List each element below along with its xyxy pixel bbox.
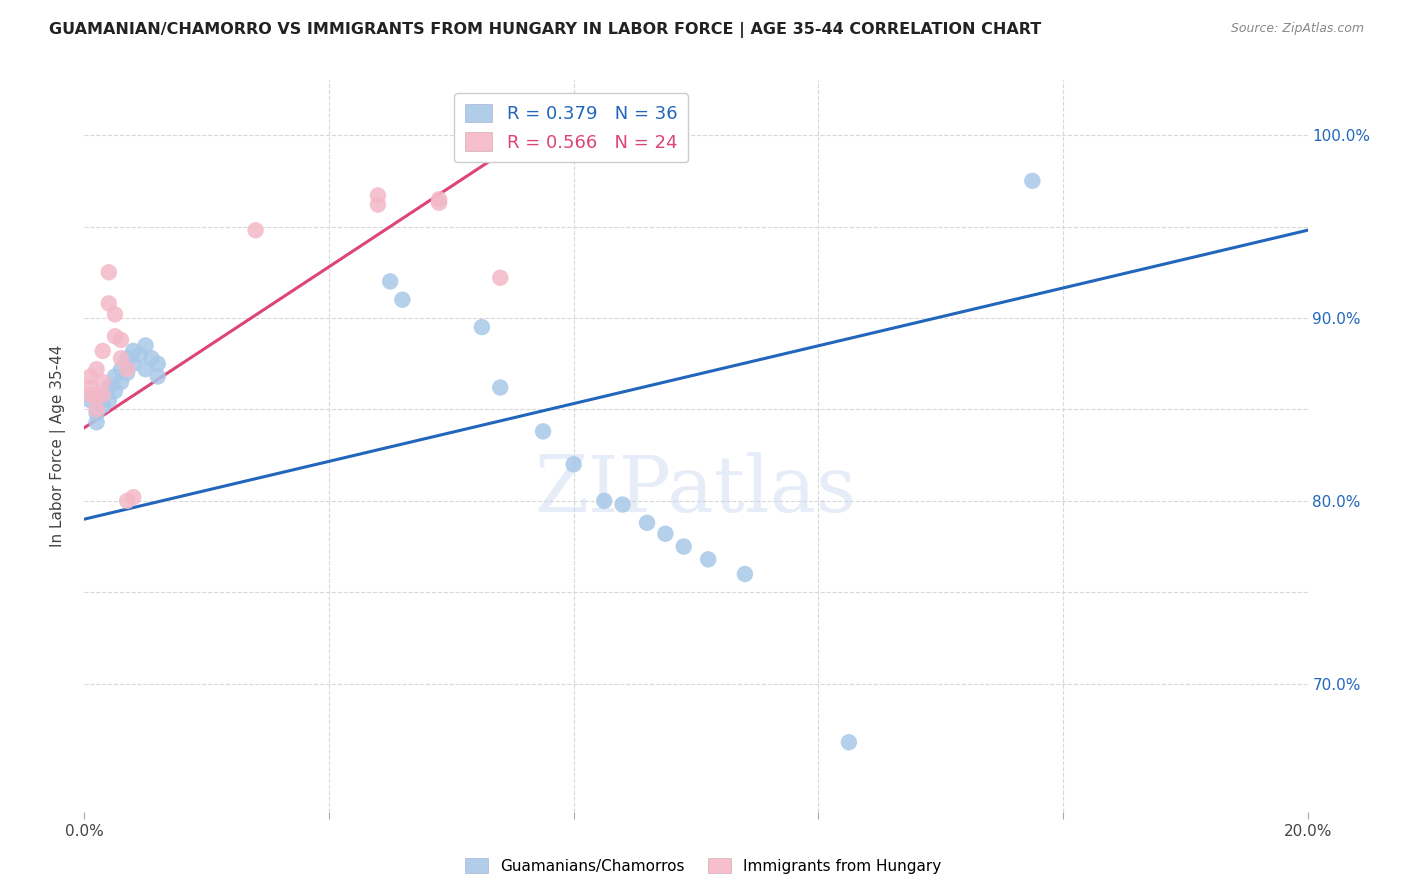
Point [97,393,120,408]
Point [128,347,150,362]
Point [91,343,114,358]
Point [367,197,389,211]
Y-axis label: In Labor Force | Age 35-44: In Labor Force | Age 35-44 [49,345,66,547]
Point [91,375,114,389]
Point [91,399,114,413]
Point [104,369,127,384]
Point [110,362,132,376]
Point [115,362,138,376]
Point [636,516,658,530]
Point [110,375,132,389]
Point [97,380,120,394]
Point [593,493,616,508]
Point [91,388,114,402]
Point [427,192,450,206]
Point [97,265,120,279]
Point [734,567,756,582]
Point [135,362,157,376]
Point [86,406,108,420]
Point [380,274,402,288]
Point [86,362,108,376]
Point [110,351,132,366]
Point [471,320,494,334]
Point [104,307,127,321]
Point [146,369,169,384]
Point [86,402,108,417]
Point [115,493,138,508]
Point [1021,174,1043,188]
Text: GUAMANIAN/CHAMORRO VS IMMIGRANTS FROM HUNGARY IN LABOR FORCE | AGE 35-44 CORRELA: GUAMANIAN/CHAMORRO VS IMMIGRANTS FROM HU… [49,22,1042,38]
Point [367,188,389,202]
Point [115,366,138,380]
Point [115,351,138,366]
Point [562,458,585,472]
Point [86,415,108,429]
Point [697,552,720,566]
Point [104,329,127,343]
Point [531,425,554,439]
Point [79,369,101,384]
Point [79,380,101,394]
Point [245,223,267,237]
Point [122,357,145,371]
Point [427,195,450,210]
Point [141,351,163,366]
Point [838,735,860,749]
Point [391,293,413,307]
Point [91,388,114,402]
Point [122,490,145,504]
Point [97,296,120,310]
Point [612,498,634,512]
Point [135,338,157,352]
Point [86,388,108,402]
Point [489,270,512,285]
Text: Source: ZipAtlas.com: Source: ZipAtlas.com [1230,22,1364,36]
Point [79,388,101,402]
Point [146,357,169,371]
Legend: Guamanians/Chamorros, Immigrants from Hungary: Guamanians/Chamorros, Immigrants from Hu… [458,852,948,880]
Text: ZIPatlas: ZIPatlas [534,452,858,528]
Point [489,380,512,394]
Point [672,540,695,554]
Legend: R = 0.379   N = 36, R = 0.566   N = 24: R = 0.379 N = 36, R = 0.566 N = 24 [454,93,688,162]
Point [79,393,101,408]
Point [122,343,145,358]
Point [110,333,132,347]
Point [654,526,676,541]
Point [104,384,127,399]
